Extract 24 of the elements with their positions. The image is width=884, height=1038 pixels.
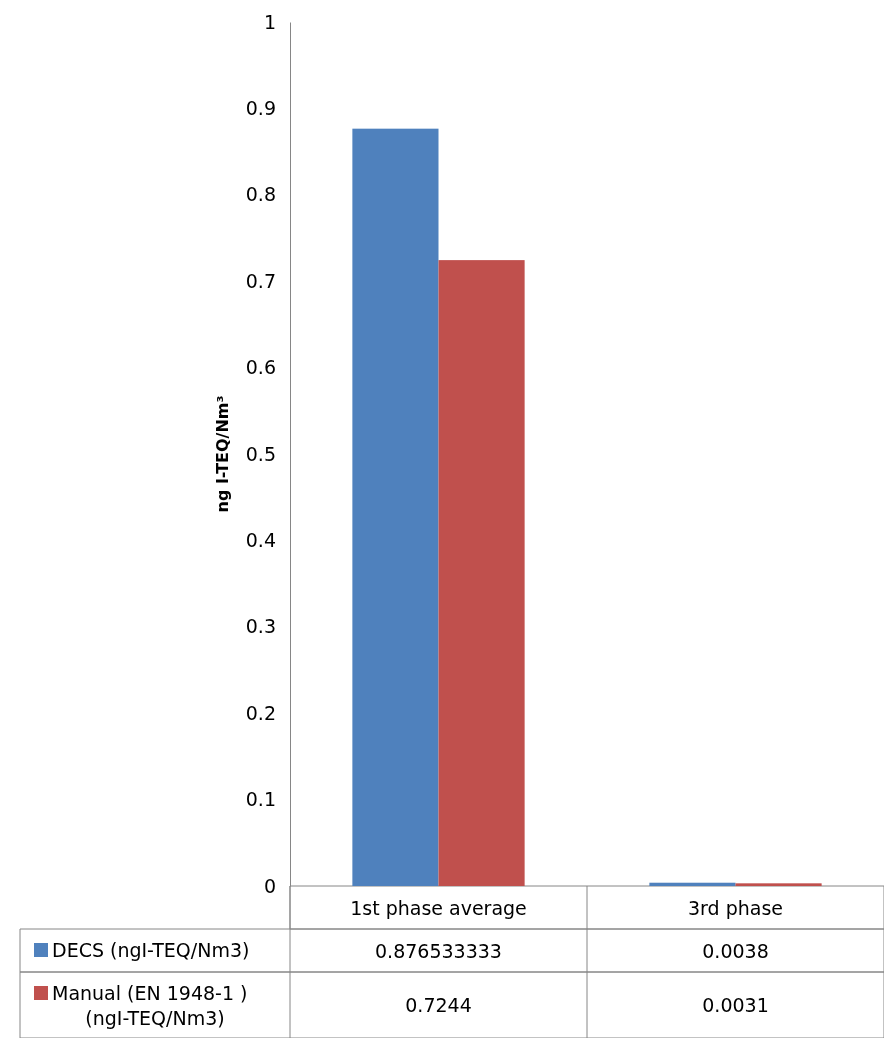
y-tick-label: 0.5 <box>245 442 276 465</box>
data-label: 0.876533333 <box>375 939 502 962</box>
legend-label: Manual (EN 1948-1 ) (ngI-TEQ/Nm3) <box>52 982 248 1029</box>
y-tick-label: 0.4 <box>245 528 276 551</box>
y-tick-label: 0.3 <box>245 615 276 638</box>
y-tick-label: 0.9 <box>245 96 276 119</box>
y-tick-label: 0.6 <box>245 356 276 379</box>
data-label: 0.0038 <box>702 939 769 962</box>
data-label: 0.0031 <box>702 994 769 1016</box>
y-tick-label: 0.2 <box>245 701 276 724</box>
x-tick-label: 3rd phase <box>688 896 783 919</box>
bar <box>352 128 439 886</box>
data-label: 0.7244 <box>405 994 472 1016</box>
y-tick-label: 0 <box>263 874 276 897</box>
y-tick-label: 0.1 <box>245 788 276 811</box>
bar <box>735 883 822 886</box>
y-tick-label: 0.8 <box>245 183 276 206</box>
x-tick-label: 1st phase average <box>350 896 527 919</box>
y-tick-label: 1 <box>263 10 276 33</box>
legend-label: DECS (ngI-TEQ/Nm3) <box>52 939 250 961</box>
y-axis-title: ng I-TEQ/Nm³ <box>213 395 232 513</box>
bar <box>438 260 525 886</box>
bar <box>649 882 736 886</box>
y-tick-label: 0.7 <box>245 269 276 292</box>
